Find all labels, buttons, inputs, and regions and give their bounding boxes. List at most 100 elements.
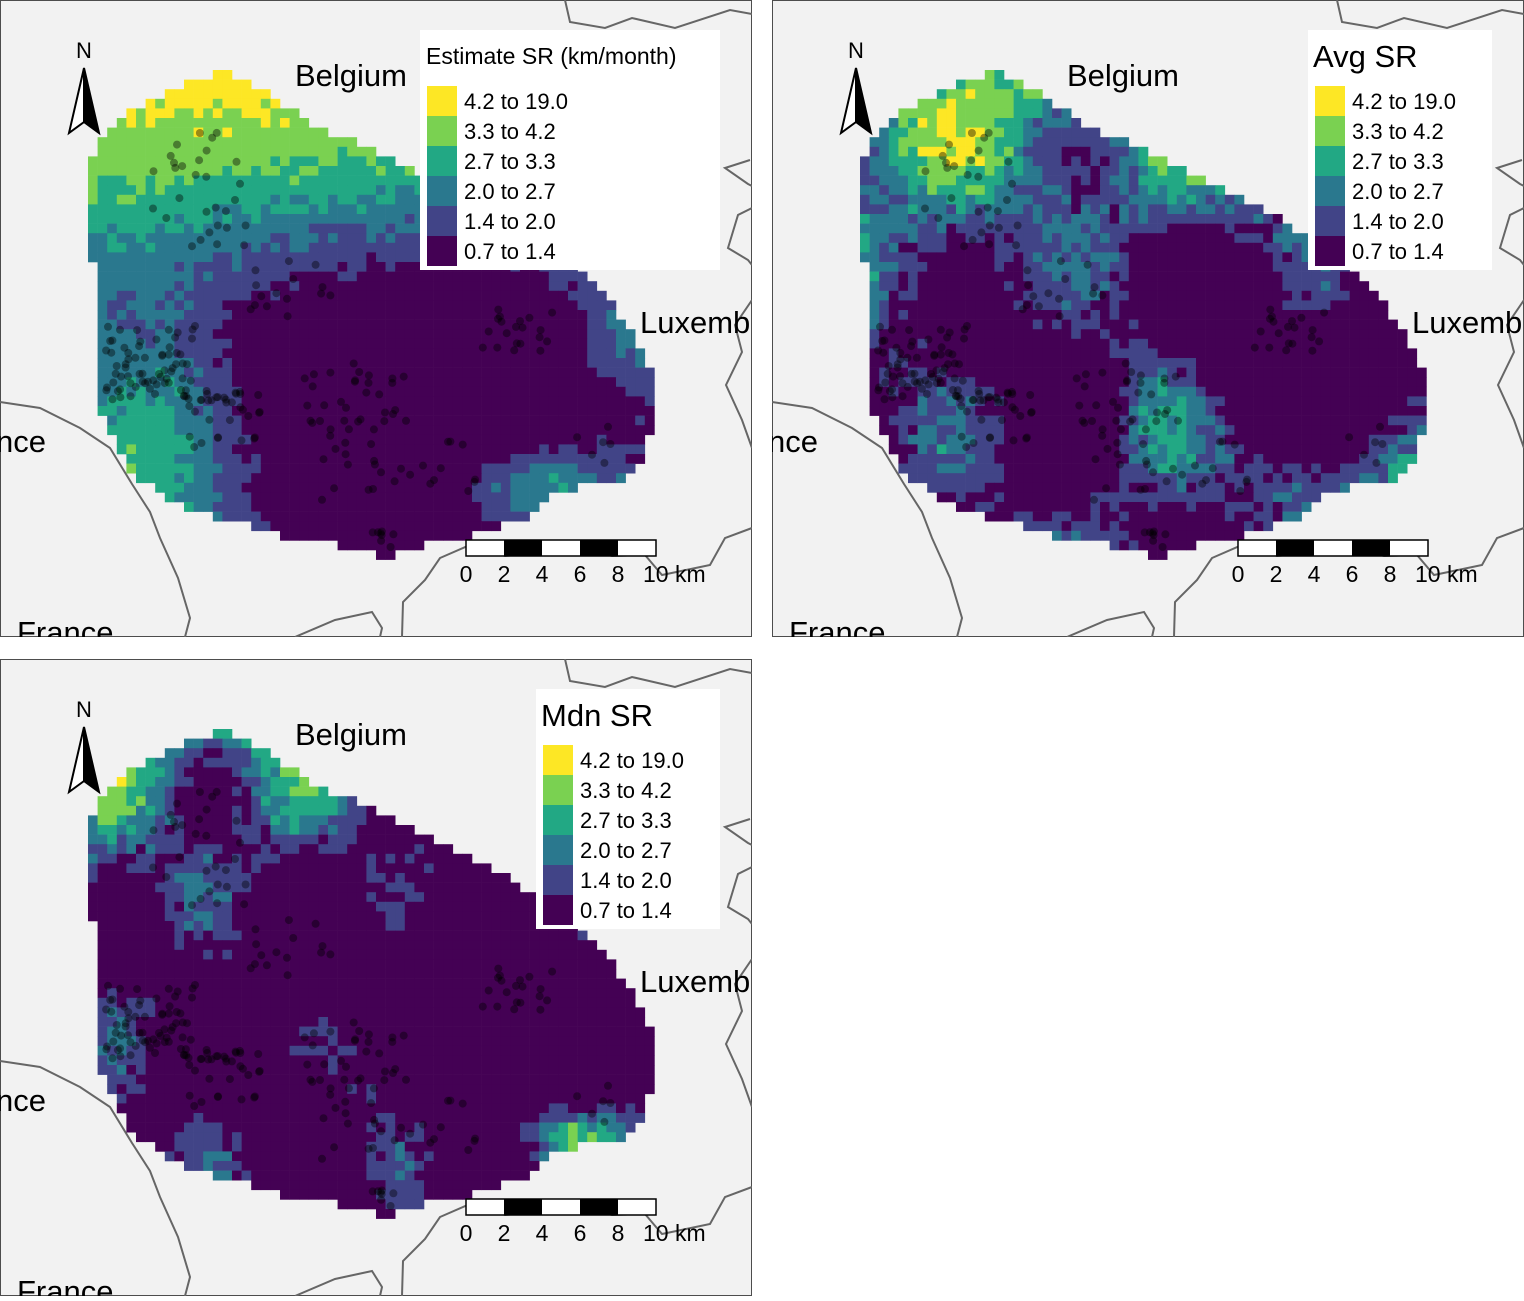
raster-cell [1042,137,1053,148]
raster-cell [145,757,156,768]
raster-cell [452,425,463,436]
raster-cell [500,271,511,282]
raster-cell [1090,166,1101,176]
raster-cell [1205,482,1216,493]
raster-cell [270,482,281,493]
raster-cell [452,281,463,292]
raster-cell [136,796,146,807]
raster-cell [385,271,396,282]
observation-point [1114,403,1122,412]
raster-cell [289,396,300,407]
raster-cell [1109,415,1120,426]
raster-cell [452,367,463,378]
raster-cell [337,473,348,484]
raster-cell [975,242,986,253]
raster-cell [462,444,473,455]
raster-cell [888,434,899,445]
raster-cell [241,262,252,272]
observation-point [149,167,158,176]
raster-cell [1407,444,1418,455]
raster-cell [1013,223,1024,234]
raster-cell [606,310,617,320]
raster-cell [107,156,118,167]
raster-cell [232,214,242,224]
raster-cell [1100,204,1110,215]
raster-cell [1071,425,1082,436]
raster-cell [107,137,118,148]
raster-cell [212,290,223,301]
observation-point [211,203,220,212]
raster-cell [174,777,185,787]
raster-cell [145,204,156,215]
raster-cell [289,406,300,416]
raster-cell [184,377,194,388]
raster-cell [404,367,415,378]
raster-cell [212,777,223,787]
raster-cell [1080,502,1091,512]
observation-point [924,335,933,344]
raster-cell [879,310,890,320]
raster-cell [1282,367,1293,378]
observation-point [493,343,502,352]
raster-cell [1263,502,1274,512]
raster-cell [212,98,223,109]
raster-cell [510,434,521,445]
raster-cell [946,425,957,436]
raster-cell [1272,386,1283,397]
raster-cell [1359,338,1370,349]
raster-cell [193,252,204,263]
legend-label: 2.7 to 3.3 [1352,149,1444,174]
raster-cell [241,425,252,436]
observation-point [208,133,217,142]
raster-cell [347,425,358,436]
raster-cell [1196,415,1206,426]
raster-cell [395,166,406,176]
raster-cell [145,834,156,845]
raster-cell [241,137,252,148]
raster-cell [1080,252,1091,263]
raster-cell [155,108,166,119]
raster-cell [385,396,396,407]
raster-cell [1349,454,1360,464]
raster-cell [184,127,194,138]
raster-cell [946,262,957,272]
raster-cell [270,252,281,263]
raster-cell [936,473,947,484]
raster-cell [908,290,918,301]
raster-cell [1340,300,1350,311]
raster-cell [956,127,966,138]
observation-point [326,291,335,300]
raster-cell [481,502,492,512]
raster-cell [308,175,319,186]
raster-cell [145,338,156,349]
observation-point [419,461,427,470]
raster-cell [462,434,473,445]
raster-cell [280,425,290,436]
raster-cell [1215,300,1226,311]
raster-cell [203,415,214,426]
raster-cell [404,415,415,426]
raster-cell [193,137,204,148]
observation-point [1149,531,1158,540]
raster-cell [500,434,511,445]
raster-cell [145,329,156,340]
raster-cell [994,127,1005,138]
raster-cell [126,815,137,826]
raster-cell [212,233,223,244]
raster-cell [308,425,319,436]
raster-cell [1167,281,1178,292]
raster-cell [1186,463,1197,474]
raster-cell [472,415,482,426]
legend-swatch [1315,146,1345,176]
raster-cell [318,127,329,138]
raster-cell [975,108,986,119]
raster-cell [1061,511,1072,522]
raster-cell [145,166,156,176]
raster-cell [347,492,358,503]
raster-cell [1013,415,1024,426]
raster-cell [155,815,166,826]
raster-cell [1042,444,1053,455]
raster-cell [1215,319,1226,330]
raster-cell [270,521,281,532]
raster-cell [251,767,262,778]
